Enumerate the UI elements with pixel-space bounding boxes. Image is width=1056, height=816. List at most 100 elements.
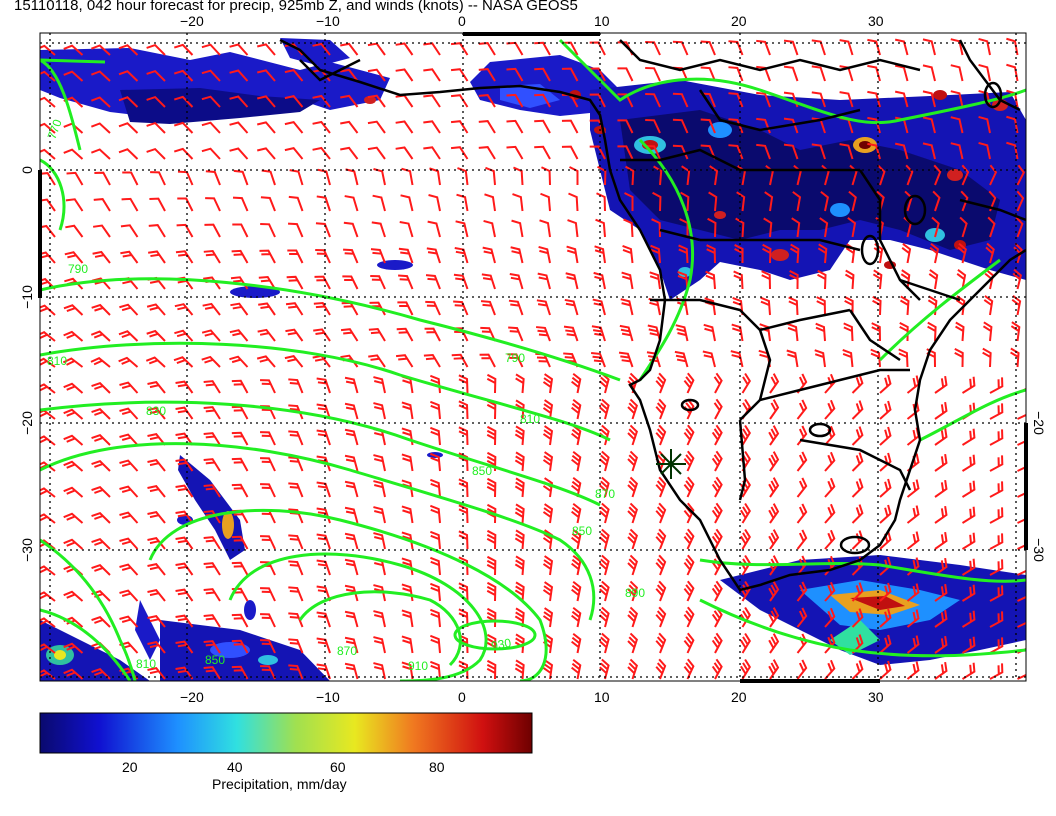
wind-barb: [288, 560, 304, 576]
lon-tick-bottom: 0: [458, 689, 466, 705]
wind-barb: [40, 148, 56, 160]
wind-barb: [542, 425, 554, 446]
wind-barb: [824, 633, 836, 654]
wind-barb: [906, 557, 920, 576]
wind-barb: [989, 559, 1004, 576]
wind-barb: [906, 661, 920, 680]
wind-barb: [423, 68, 441, 82]
wind-barb: [796, 503, 808, 524]
wind-barb: [40, 591, 56, 602]
wind-barb: [1010, 347, 1020, 368]
wind-barb: [91, 303, 111, 316]
wind-barb: [201, 355, 221, 368]
axis-labels-top: −20 −10 0 10 20 30: [180, 13, 884, 29]
wind-barb: [593, 271, 606, 290]
wind-barb: [258, 302, 276, 316]
wind-barb: [655, 580, 667, 602]
wind-barb: [672, 40, 689, 56]
wind-barb: [957, 242, 967, 264]
wind-barb: [201, 69, 221, 82]
wind-barb: [63, 668, 84, 680]
wind-barb: [879, 426, 892, 446]
wind-barb: [740, 632, 751, 654]
wind-barb: [683, 528, 695, 550]
wind-barb: [617, 119, 634, 134]
wind-barb: [395, 120, 414, 134]
wind-barb: [119, 511, 139, 524]
wind-barb: [514, 581, 525, 602]
wind-barb: [259, 249, 276, 264]
wind-barb: [40, 383, 56, 394]
wind-barb: [820, 190, 829, 212]
wind-barb: [173, 121, 194, 134]
wind-barb: [458, 478, 469, 498]
wind-barb: [872, 295, 882, 316]
wind-barb: [534, 41, 551, 56]
wind-barb: [1010, 321, 1021, 342]
wind-barb: [599, 632, 610, 654]
wind-barb: [147, 536, 166, 550]
wind-barb: [627, 658, 638, 680]
wind-barb: [508, 326, 524, 342]
wind-barb: [201, 121, 221, 134]
wind-barb: [118, 148, 139, 160]
wind-barb: [713, 372, 723, 394]
wind-barb: [1017, 456, 1026, 472]
wind-barb: [481, 273, 496, 290]
wind-barb: [289, 169, 304, 186]
wind-barb: [922, 64, 936, 82]
wind-barb: [683, 632, 695, 654]
wind-barb: [847, 217, 857, 238]
wind-barb: [708, 191, 718, 212]
wind-barb: [506, 119, 524, 134]
wind-barb: [233, 169, 249, 186]
wind-barb: [65, 198, 84, 212]
wind-barb: [91, 616, 111, 628]
wind-barb: [622, 245, 634, 264]
wind-barb: [956, 269, 967, 290]
wind-barb: [707, 217, 717, 238]
wind-barb: [645, 145, 661, 160]
wind-barb: [260, 483, 276, 498]
wind-barb: [119, 303, 139, 316]
wind-barb: [768, 451, 780, 472]
wind-barb: [683, 424, 695, 446]
wind-barb: [596, 192, 606, 212]
wind-barb: [205, 170, 221, 186]
wind-barb: [1017, 560, 1026, 576]
wind-barb: [40, 304, 56, 316]
wind-barb: [711, 554, 723, 576]
wind-barb: [430, 452, 441, 472]
wind-barb: [285, 302, 304, 316]
wind-barb: [203, 250, 221, 264]
wind-barb: [796, 399, 808, 420]
wind-barb: [373, 610, 386, 628]
wind-barb: [430, 426, 441, 446]
wind-barb: [627, 554, 638, 576]
lat-tick-left: 0: [19, 166, 35, 174]
wind-barb: [705, 270, 716, 290]
wind-barb: [989, 377, 1004, 394]
wind-barb: [343, 248, 359, 264]
wind-barb: [119, 537, 139, 550]
wind-barb: [458, 400, 469, 420]
wind-barb: [454, 247, 469, 264]
wind-barb: [961, 480, 976, 498]
wind-barb: [839, 91, 854, 108]
wind-barb: [316, 611, 331, 628]
colorbar: [39, 712, 533, 754]
wind-barb: [961, 610, 976, 628]
wind-barb: [769, 399, 780, 420]
wind-barb: [175, 614, 194, 628]
wind-barb: [867, 38, 881, 56]
wind-barb: [768, 529, 780, 550]
wind-barb: [479, 353, 496, 368]
wind-barb: [119, 589, 139, 602]
wind-barb: [788, 296, 799, 316]
wind-barb: [929, 242, 940, 264]
wind-barb: [119, 459, 139, 472]
wind-barb: [906, 401, 920, 420]
wind-barb: [597, 165, 607, 186]
wind-barb: [561, 145, 579, 160]
wind-barb: [120, 250, 139, 264]
